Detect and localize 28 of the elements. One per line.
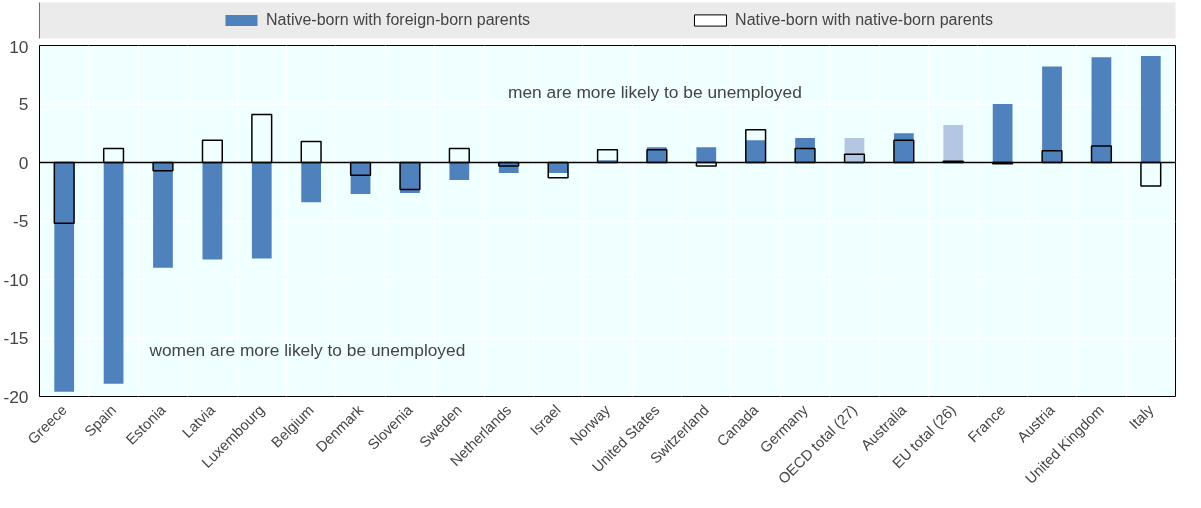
bar bbox=[1042, 66, 1062, 163]
x-tick-label: Italy bbox=[1126, 401, 1157, 433]
bar bbox=[251, 162, 272, 259]
legend-label: Native-born with native-born parents bbox=[735, 11, 994, 29]
bar bbox=[745, 140, 766, 163]
y-tick-label: 5 bbox=[18, 94, 29, 114]
bar bbox=[696, 147, 717, 163]
bar bbox=[153, 162, 173, 268]
bar bbox=[202, 162, 223, 260]
bar bbox=[350, 162, 371, 195]
annotation: men are more likely to be unemployed bbox=[508, 82, 802, 103]
y-tick-label: 10 bbox=[9, 36, 29, 57]
bar bbox=[103, 162, 124, 384]
y-tick-label: -10 bbox=[3, 269, 29, 290]
bar bbox=[1091, 57, 1112, 163]
annotation: women are more likely to be unemployed bbox=[148, 339, 466, 360]
y-tick-label: 0 bbox=[18, 152, 29, 173]
bar bbox=[943, 125, 964, 163]
bar bbox=[301, 162, 322, 203]
bar bbox=[1140, 56, 1161, 163]
bar bbox=[54, 162, 75, 392]
bar bbox=[844, 137, 865, 163]
bar bbox=[449, 162, 470, 181]
y-tick-label: -20 bbox=[3, 386, 29, 407]
y-tick-label: -15 bbox=[3, 328, 29, 348]
y-tick-label: -5 bbox=[13, 211, 29, 231]
bar bbox=[992, 104, 1013, 163]
legend-label: Native-born with foreign-born parents bbox=[265, 11, 531, 29]
